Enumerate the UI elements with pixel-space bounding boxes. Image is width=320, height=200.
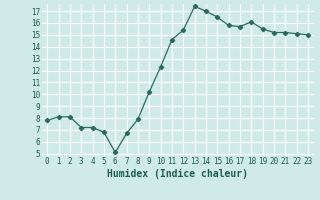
X-axis label: Humidex (Indice chaleur): Humidex (Indice chaleur)	[107, 169, 248, 179]
